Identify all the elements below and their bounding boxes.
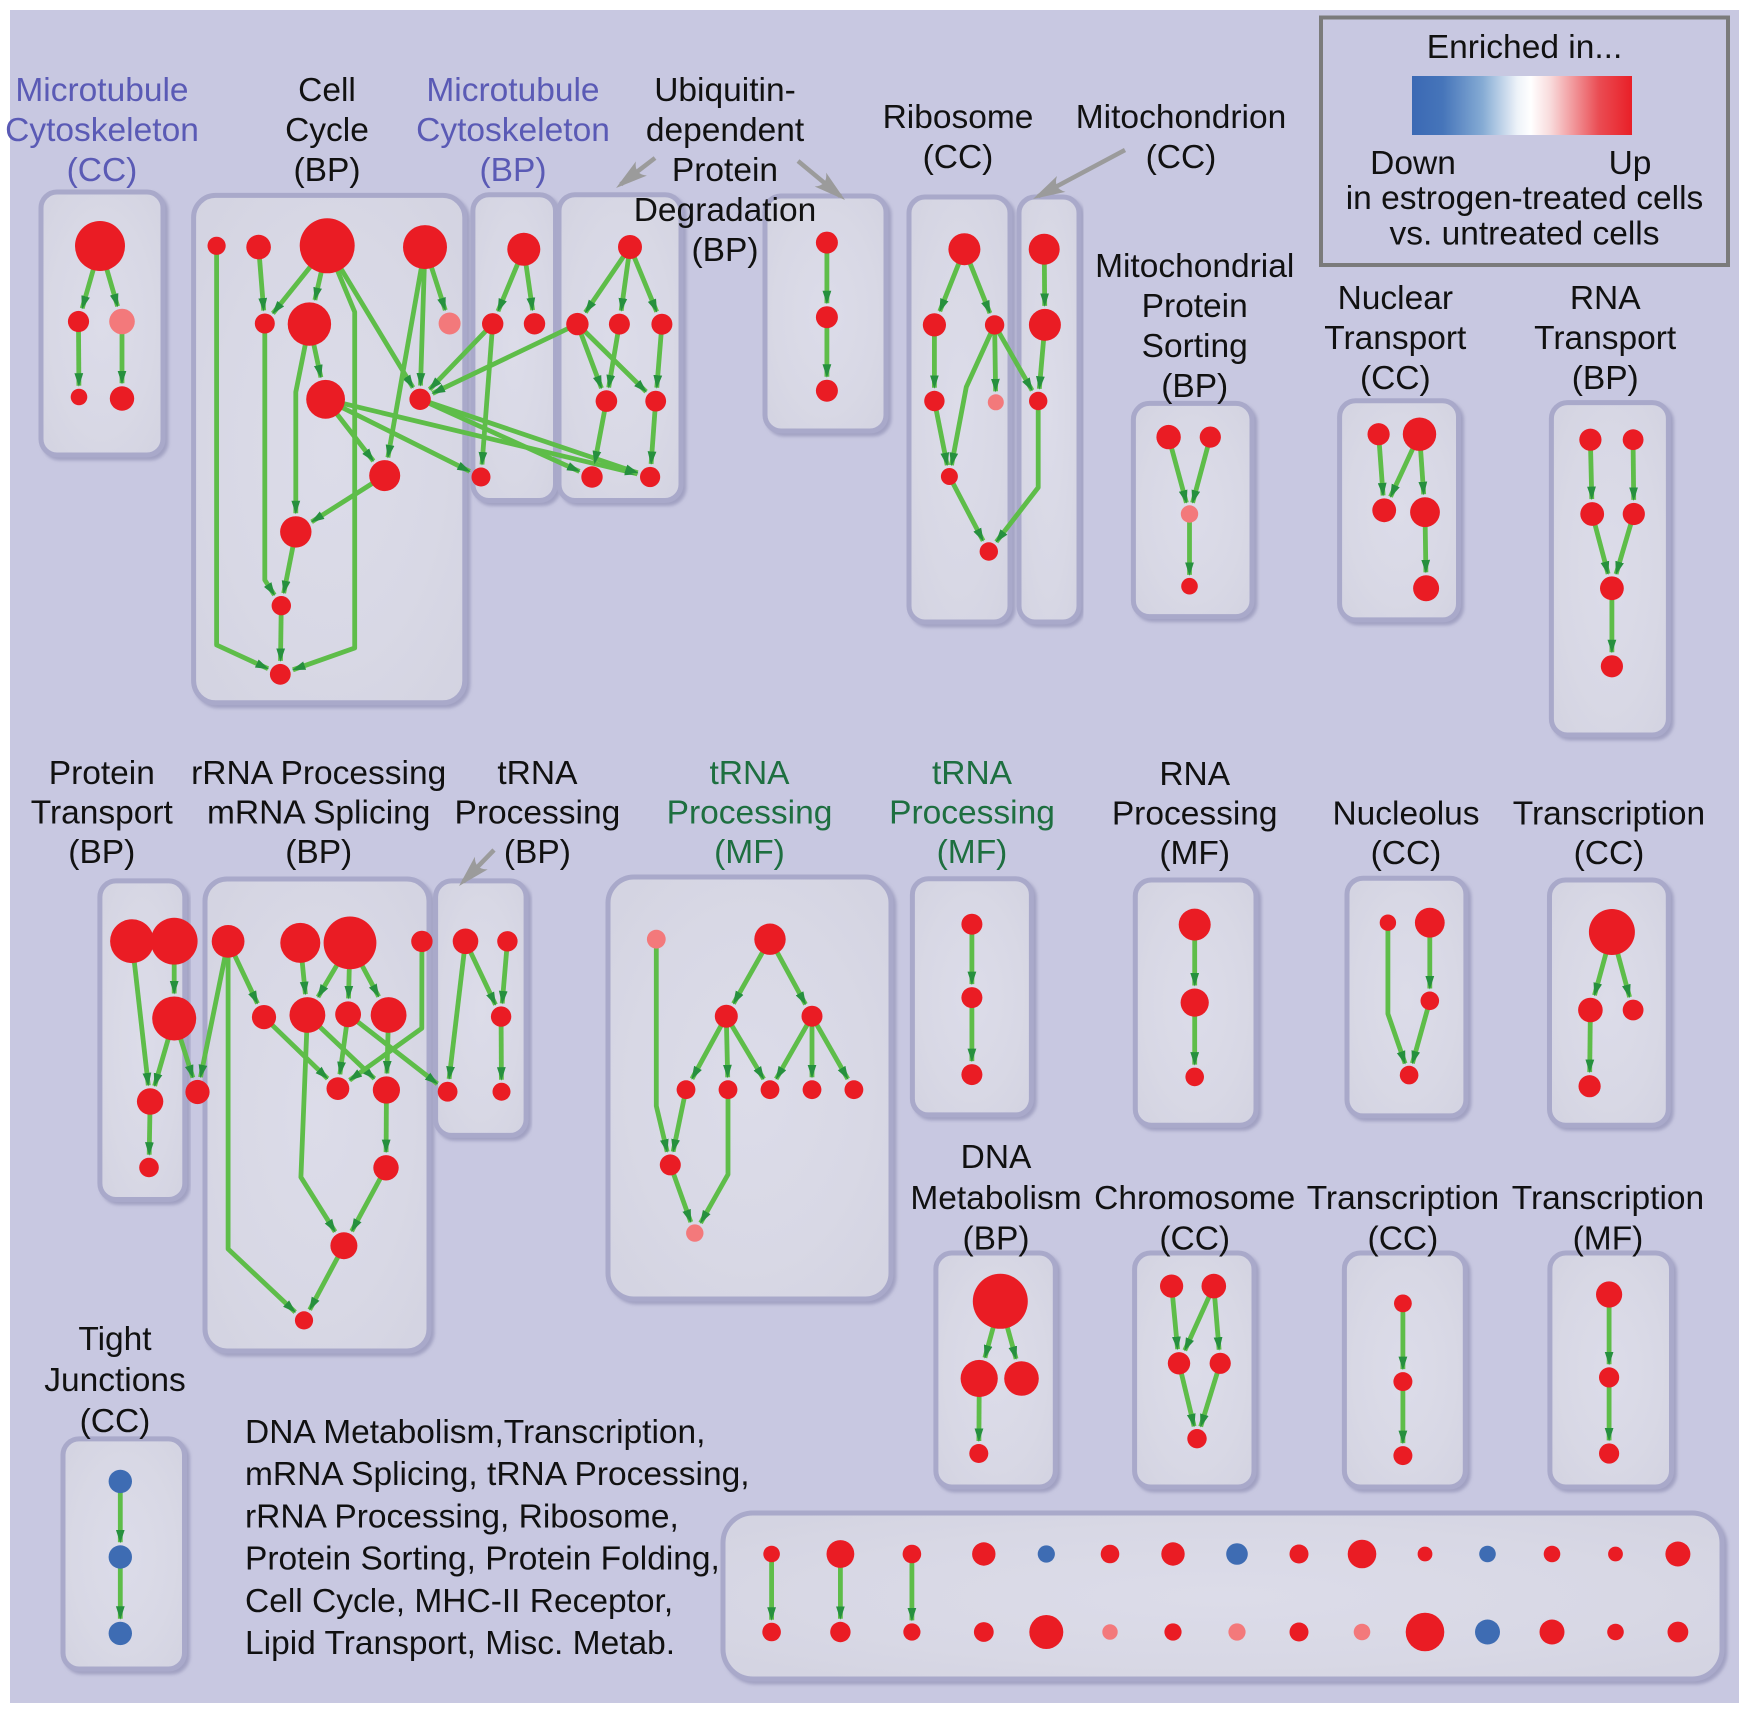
svg-text:(BP): (BP) <box>68 834 135 871</box>
svg-text:Transport: Transport <box>31 795 174 832</box>
svg-text:RNA: RNA <box>1159 756 1230 793</box>
svg-text:Transcription: Transcription <box>1513 796 1705 833</box>
svg-text:(MF): (MF) <box>714 834 785 871</box>
svg-text:rRNA Processing: rRNA Processing <box>191 755 446 792</box>
svg-text:Microtubule: Microtubule <box>426 72 599 109</box>
svg-text:Down: Down <box>1370 145 1456 182</box>
svg-text:(CC): (CC) <box>1574 835 1645 872</box>
svg-text:Chromosome: Chromosome <box>1094 1180 1295 1217</box>
svg-text:Mitochondrion: Mitochondrion <box>1076 99 1286 136</box>
svg-text:Degradation: Degradation <box>634 192 817 229</box>
svg-text:(MF): (MF) <box>1159 835 1230 872</box>
svg-text:(CC): (CC) <box>80 1403 151 1440</box>
svg-text:Enriched in...: Enriched in... <box>1427 29 1623 66</box>
svg-text:RNA: RNA <box>1570 280 1641 317</box>
svg-text:Nucleolus: Nucleolus <box>1332 796 1479 833</box>
svg-text:(BP): (BP) <box>1161 368 1228 405</box>
svg-text:(BP): (BP) <box>480 152 547 189</box>
svg-text:(CC): (CC) <box>1371 835 1442 872</box>
svg-text:tRNA: tRNA <box>709 755 790 792</box>
svg-text:Nuclear: Nuclear <box>1338 280 1453 317</box>
svg-text:Cycle: Cycle <box>285 112 369 149</box>
svg-text:Ubiquitin-: Ubiquitin- <box>654 72 796 109</box>
svg-text:(BP): (BP) <box>963 1221 1030 1258</box>
svg-text:mRNA Splicing, tRNA Processing: mRNA Splicing, tRNA Processing, <box>245 1456 750 1493</box>
svg-text:Processing: Processing <box>455 795 621 832</box>
svg-text:Processing: Processing <box>667 795 833 832</box>
svg-text:Cell: Cell <box>298 72 356 109</box>
svg-text:Transport: Transport <box>1324 320 1467 357</box>
svg-text:Sorting: Sorting <box>1142 328 1248 365</box>
svg-text:Protein Sorting, Protein Foldi: Protein Sorting, Protein Folding, <box>245 1541 720 1578</box>
svg-text:Lipid Transport, Misc. Metab.: Lipid Transport, Misc. Metab. <box>245 1625 675 1662</box>
svg-text:Ribosome: Ribosome <box>883 99 1034 136</box>
svg-text:Cytoskeleton: Cytoskeleton <box>5 112 199 149</box>
svg-text:Microtubule: Microtubule <box>15 72 188 109</box>
svg-text:(CC): (CC) <box>67 152 138 189</box>
svg-text:(CC): (CC) <box>1368 1221 1439 1258</box>
svg-text:mRNA Splicing: mRNA Splicing <box>207 795 430 832</box>
svg-text:(CC): (CC) <box>1159 1221 1230 1258</box>
svg-text:(MF): (MF) <box>1573 1221 1644 1258</box>
svg-text:Up: Up <box>1609 145 1652 182</box>
svg-text:(CC): (CC) <box>1360 360 1431 397</box>
svg-text:Protein: Protein <box>1142 288 1248 325</box>
svg-text:Transport: Transport <box>1534 320 1677 357</box>
svg-text:(BP): (BP) <box>294 152 361 189</box>
svg-text:Processing: Processing <box>889 795 1055 832</box>
svg-text:(BP): (BP) <box>285 834 352 871</box>
svg-text:Mitochondrial: Mitochondrial <box>1095 248 1294 285</box>
svg-text:dependent: dependent <box>646 112 805 149</box>
svg-text:Tight: Tight <box>78 1321 152 1358</box>
svg-text:(BP): (BP) <box>692 232 759 269</box>
svg-text:Cell Cycle, MHC-II Receptor,: Cell Cycle, MHC-II Receptor, <box>245 1583 673 1620</box>
svg-text:(BP): (BP) <box>1572 360 1639 397</box>
svg-text:Protein: Protein <box>49 755 155 792</box>
svg-text:DNA Metabolism,Transcription,: DNA Metabolism,Transcription, <box>245 1414 705 1451</box>
svg-text:Transcription: Transcription <box>1307 1180 1499 1217</box>
svg-text:vs. untreated cells: vs. untreated cells <box>1390 216 1660 253</box>
svg-text:Processing: Processing <box>1112 796 1278 833</box>
svg-text:(BP): (BP) <box>504 834 571 871</box>
svg-text:Metabolism: Metabolism <box>910 1180 1081 1217</box>
svg-text:in estrogen-treated cells: in estrogen-treated cells <box>1346 180 1704 217</box>
svg-text:tRNA: tRNA <box>932 755 1013 792</box>
svg-text:DNA: DNA <box>961 1139 1032 1176</box>
svg-text:tRNA: tRNA <box>497 755 578 792</box>
svg-text:Cytoskeleton: Cytoskeleton <box>416 112 610 149</box>
svg-text:Protein: Protein <box>672 152 778 189</box>
svg-text:Junctions: Junctions <box>44 1362 186 1399</box>
svg-text:rRNA Processing, Ribosome,: rRNA Processing, Ribosome, <box>245 1498 679 1535</box>
svg-text:(MF): (MF) <box>937 834 1008 871</box>
svg-text:Transcription: Transcription <box>1512 1180 1704 1217</box>
svg-text:(CC): (CC) <box>923 139 994 176</box>
svg-text:(CC): (CC) <box>1146 139 1217 176</box>
